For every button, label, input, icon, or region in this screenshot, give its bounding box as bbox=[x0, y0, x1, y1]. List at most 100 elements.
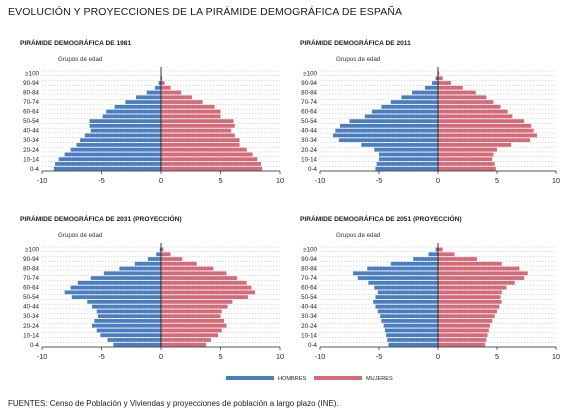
bar-men bbox=[136, 95, 161, 100]
bar-women bbox=[161, 257, 183, 261]
y-axis-label: Grupos de edad bbox=[336, 232, 381, 239]
bar-women bbox=[161, 319, 225, 323]
bar-men bbox=[90, 128, 161, 133]
bar-women bbox=[438, 81, 451, 85]
y-tick-label: 20-24 bbox=[23, 323, 39, 330]
bar-men bbox=[159, 247, 161, 252]
bar-women bbox=[438, 266, 520, 271]
y-tick-label: 10-14 bbox=[23, 332, 39, 339]
bar-women bbox=[438, 314, 495, 319]
x-tick-label: -10 bbox=[37, 176, 47, 185]
y-tick-label: ≥100 bbox=[25, 71, 39, 78]
chart-title: PIRÁMIDE DEMOGRÁFICA DE 1981 bbox=[20, 38, 131, 47]
bar-women bbox=[161, 166, 263, 171]
bar-men bbox=[156, 252, 161, 257]
x-tick-label: 5 bbox=[219, 352, 223, 361]
bar-men bbox=[147, 257, 161, 261]
bar-men bbox=[361, 143, 438, 147]
x-tick-label: -10 bbox=[315, 352, 325, 361]
bar-men bbox=[432, 81, 438, 85]
x-tick-label: -5 bbox=[98, 176, 104, 185]
bar-women bbox=[438, 338, 487, 342]
bar-men bbox=[53, 166, 161, 171]
bar-women bbox=[438, 95, 487, 100]
bar-men bbox=[146, 90, 161, 95]
y-tick-label: 40-44 bbox=[23, 128, 39, 135]
y-tick-label: 10-14 bbox=[301, 156, 317, 163]
y-tick-label: 10-14 bbox=[301, 332, 317, 339]
bar-women bbox=[161, 285, 252, 290]
bar-women bbox=[161, 304, 228, 309]
y-tick-label: 50-54 bbox=[301, 118, 317, 125]
y-tick-label: ≥100 bbox=[303, 71, 317, 78]
bar-men bbox=[134, 261, 161, 266]
bar-women bbox=[161, 123, 235, 128]
bar-men bbox=[70, 285, 161, 290]
bar-men bbox=[377, 290, 438, 295]
bar-women bbox=[438, 304, 500, 309]
y-tick-label: ≥100 bbox=[303, 247, 317, 254]
bar-men bbox=[96, 309, 161, 314]
bar-women bbox=[161, 271, 227, 276]
legend-label-women: MUJERES bbox=[366, 376, 393, 382]
bar-women bbox=[438, 152, 494, 157]
bar-women bbox=[161, 109, 221, 114]
y-tick-label: 90-94 bbox=[23, 80, 39, 87]
bar-women bbox=[161, 276, 238, 280]
bar-women bbox=[161, 247, 164, 252]
bar-women bbox=[161, 152, 253, 157]
bar-men bbox=[76, 143, 161, 147]
bar-women bbox=[161, 309, 222, 314]
y-tick-label: 50-54 bbox=[301, 294, 317, 301]
bar-men bbox=[87, 299, 161, 304]
bar-men bbox=[353, 271, 438, 276]
bar-women bbox=[161, 342, 207, 347]
bar-men bbox=[70, 147, 161, 152]
y-tick-label: 40-44 bbox=[301, 128, 317, 135]
bar-men bbox=[64, 152, 161, 157]
bar-women bbox=[438, 328, 489, 333]
x-tick-label: 0 bbox=[436, 176, 440, 185]
bar-women bbox=[438, 309, 497, 314]
y-tick-label: 40-44 bbox=[23, 304, 39, 311]
y-axis-label: Grupos de edad bbox=[336, 56, 381, 63]
bar-women bbox=[438, 100, 494, 104]
bar-men bbox=[338, 138, 438, 143]
bar-women bbox=[161, 90, 182, 95]
bar-men bbox=[388, 342, 438, 347]
y-axis-label: Grupos de edad bbox=[58, 232, 103, 239]
y-tick-label: 0-4 bbox=[30, 342, 40, 349]
bar-men bbox=[77, 280, 161, 285]
y-tick-label: 50-54 bbox=[23, 294, 39, 301]
bar-men bbox=[375, 166, 438, 171]
bar-women bbox=[161, 280, 247, 285]
bar-women bbox=[161, 252, 171, 257]
bar-women bbox=[161, 295, 248, 299]
bar-men bbox=[106, 109, 161, 114]
bar-women bbox=[161, 100, 203, 104]
y-tick-label: 80-84 bbox=[301, 90, 317, 97]
x-tick-label: 10 bbox=[276, 176, 284, 185]
bar-men bbox=[114, 104, 161, 109]
x-tick-label: -5 bbox=[98, 352, 104, 361]
bar-men bbox=[380, 314, 438, 319]
bar-women bbox=[438, 123, 532, 128]
bar-men bbox=[89, 123, 161, 128]
y-tick-label: 60-64 bbox=[23, 285, 39, 292]
bar-men bbox=[367, 266, 438, 271]
bar-women bbox=[161, 104, 215, 109]
bar-women bbox=[438, 133, 538, 138]
bar-women bbox=[438, 85, 463, 90]
bar-men bbox=[374, 285, 438, 290]
bar-men bbox=[58, 157, 161, 162]
bar-women bbox=[438, 104, 501, 109]
y-tick-label: 30-34 bbox=[301, 137, 317, 144]
bar-men bbox=[401, 95, 438, 100]
bar-men bbox=[103, 271, 161, 276]
bar-men bbox=[425, 85, 438, 90]
x-tick-label: -5 bbox=[376, 352, 382, 361]
bar-men bbox=[100, 333, 161, 338]
bar-women bbox=[438, 299, 502, 304]
y-tick-label: 80-84 bbox=[23, 266, 39, 273]
bar-women bbox=[161, 143, 240, 147]
